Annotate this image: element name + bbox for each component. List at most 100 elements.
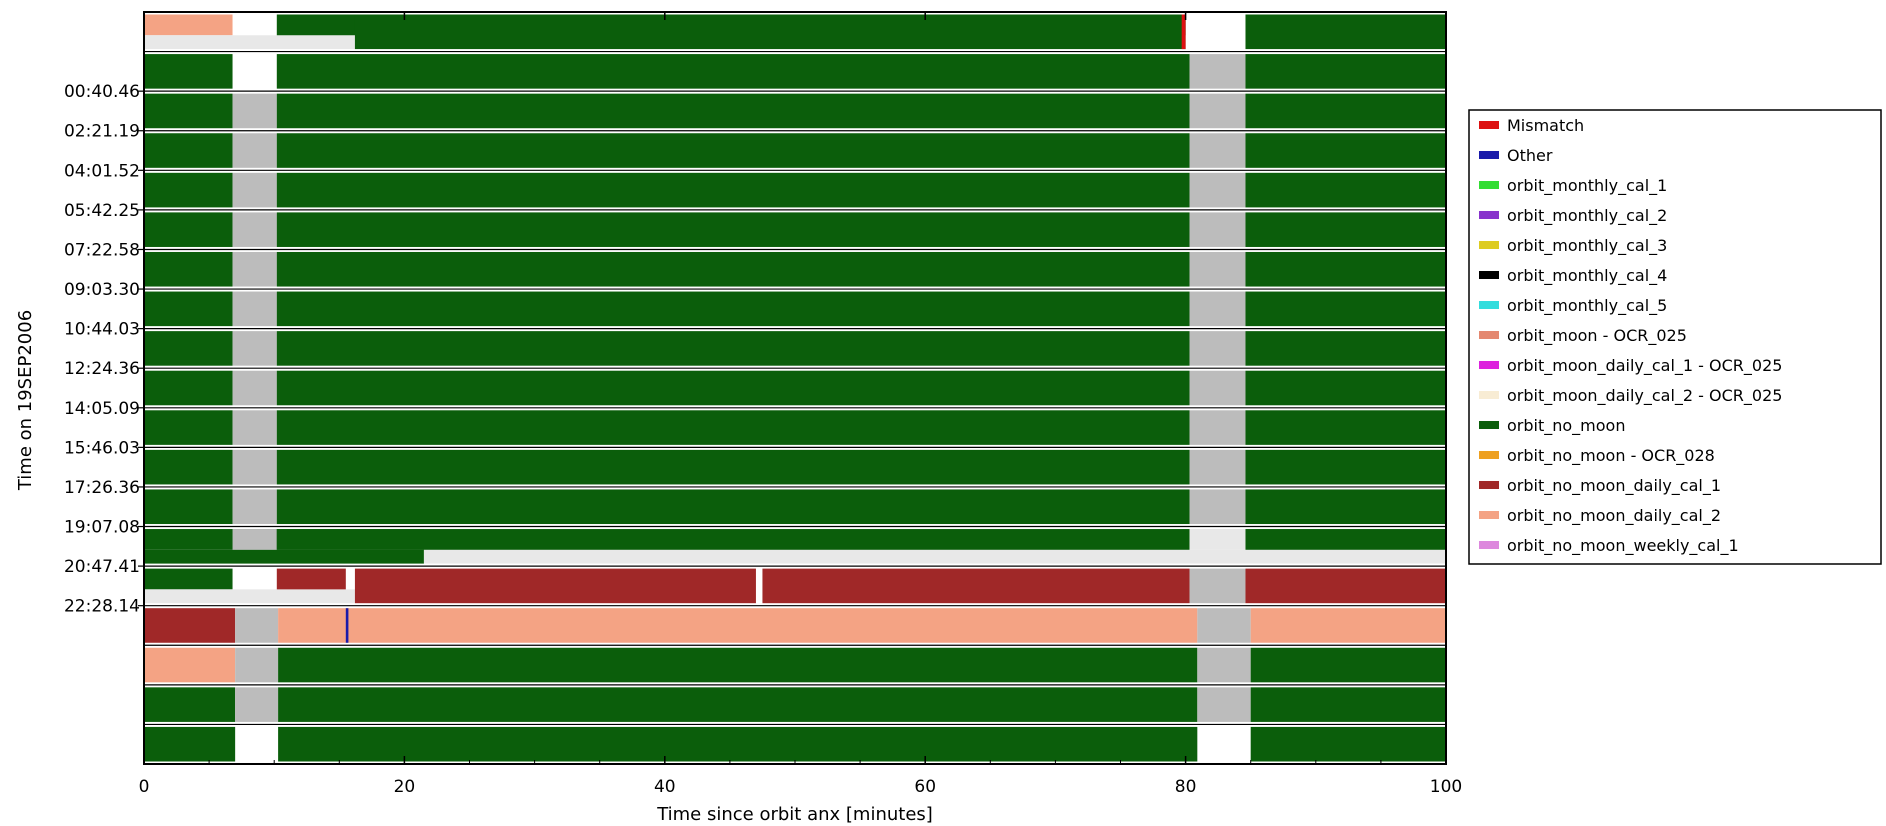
timeline-segment [144,172,233,208]
y-tick-label: 09:03.30 [64,280,140,300]
y-tick-label: 00:40.46 [64,82,140,102]
legend-swatch [1479,301,1499,309]
legend-label: orbit_monthly_cal_4 [1507,266,1667,286]
timeline-segment [144,331,233,366]
y-tick-label: 17:26.36 [64,478,140,498]
timeline-segment [1189,133,1246,168]
timeline-segment [1245,133,1446,168]
legend-item: Other [1479,146,1553,165]
timeline-segment [276,251,1190,287]
timeline-segment [1197,647,1251,683]
timeline-segment [1245,54,1446,89]
timeline-segment [276,212,1190,247]
timeline-segment [1189,291,1246,327]
timeline-segment [1250,608,1446,643]
timeline-segment [1189,370,1246,406]
legend-swatch [1479,511,1499,519]
x-tick-label: 0 [139,777,150,797]
timeline-row [144,407,1446,445]
legend-item: orbit_monthly_cal_1 [1479,176,1667,196]
timeline-segment [1245,489,1446,525]
legend-label: orbit_monthly_cal_5 [1507,296,1667,316]
legend-label: orbit_monthly_cal_1 [1507,176,1667,196]
timeline-segment [354,14,1186,50]
timeline-segment [232,449,277,485]
y-axis: 00:40.46 02:21.19 04:01.52 05:42.25 07:22.58… [64,82,144,617]
y-tick-label: 02:21.19 [64,122,140,142]
legend-item: orbit_moon_daily_cal_2 - OCR_025 [1479,386,1782,406]
timeline-row [144,248,1446,287]
x-axis-title: Time since orbit anx [minutes] [656,804,933,825]
timeline-segment [1189,568,1246,604]
x-tick-label: 100 [1430,777,1462,797]
timeline-segment [1245,410,1446,445]
timeline-segment [144,54,233,89]
timeline-row [144,565,1446,604]
legend-label: orbit_monthly_cal_3 [1507,236,1667,256]
timeline-segment [144,291,233,327]
timeline-segment [1189,529,1246,550]
timeline-segment [1245,291,1446,327]
timeline-segment [144,589,355,604]
timeline-segment [1245,529,1446,550]
timeline-row [144,644,1446,683]
y-tick-label: 04:01.52 [64,161,140,181]
y-tick-label: 05:42.25 [64,201,140,221]
legend-item: orbit_monthly_cal_3 [1479,236,1667,256]
legend-item: orbit_no_moon - OCR_028 [1479,446,1715,466]
x-tick-label: 80 [1175,777,1197,797]
timeline-segment [1250,687,1446,722]
timeline-segment [1189,54,1246,89]
legend-label: orbit_moon - OCR_025 [1507,326,1687,346]
timeline-segment [232,172,277,208]
timeline-segment [276,449,1190,485]
legend: Mismatch Other orbit_monthly_cal_1 orbit_mo… [1468,109,1882,565]
timeline-segment [276,331,1190,366]
legend-label: orbit_no_moon [1507,416,1625,436]
y-tick-label: 20:47.41 [64,557,140,577]
legend-item: orbit_moon_daily_cal_1 - OCR_025 [1479,356,1782,376]
legend-item: orbit_monthly_cal_4 [1479,266,1667,286]
timeline-row [144,328,1446,366]
legend-frame [1468,109,1882,565]
y-tick-label: 10:44.03 [64,320,140,340]
timeline-segment [354,568,756,604]
timeline-segment [235,647,279,683]
timeline-segment [232,251,277,287]
timeline-segment [144,14,233,36]
legend-swatch [1479,211,1499,219]
y-tick-label: 12:24.36 [64,359,140,379]
timeline-row [144,525,1446,564]
legend-swatch [1479,481,1499,489]
y-axis-title: Time on 19SEP2006 [15,310,36,491]
timeline-rows [144,14,1446,762]
timeline-segment [144,647,236,683]
timeline-segment [144,568,233,590]
y-tick-label: 22:28.14 [64,597,140,617]
legend-swatch [1479,361,1499,369]
legend-label: orbit_moon_daily_cal_2 - OCR_025 [1507,386,1782,406]
timeline-segment [232,212,277,247]
timeline-segment [1189,489,1246,525]
timeline-segment [232,291,277,327]
timeline-segment [144,410,233,445]
timeline-segment [1245,331,1446,366]
legend-swatch [1479,181,1499,189]
timeline-segment [232,370,277,406]
timeline-row [144,90,1446,129]
timeline-segment [278,726,1198,762]
legend-item: orbit_no_moon_daily_cal_2 [1479,506,1721,526]
timeline-segment [144,608,236,643]
y-tick-label: 15:46.03 [64,438,140,458]
timeline-segment [1189,410,1246,445]
timeline-segment [1245,93,1446,129]
timeline-row [144,130,1446,168]
legend-label: orbit_no_moon_weekly_cal_1 [1507,536,1739,556]
timeline-segment [144,549,424,564]
timeline-row [144,605,1446,643]
legend-swatch [1479,241,1499,249]
legend-swatch [1479,151,1499,159]
timeline-segment [144,449,233,485]
timeline-segment [423,549,1446,564]
